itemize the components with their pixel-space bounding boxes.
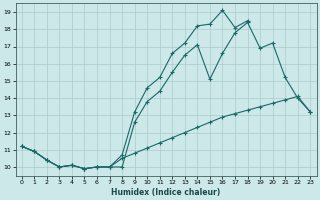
X-axis label: Humidex (Indice chaleur): Humidex (Indice chaleur): [111, 188, 221, 197]
